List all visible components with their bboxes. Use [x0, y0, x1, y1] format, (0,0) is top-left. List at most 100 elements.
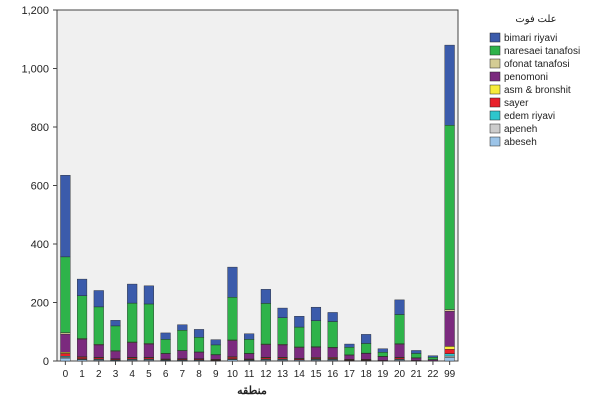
- bar-segment: [144, 344, 154, 357]
- bar-segment: [61, 175, 71, 257]
- bar-segment: [294, 316, 304, 327]
- bar-segment: [228, 297, 238, 340]
- x-tick-label: 11: [244, 369, 255, 380]
- bar-segment: [111, 326, 121, 351]
- bar-segment: [345, 347, 355, 355]
- legend-label: asm & bronshit: [504, 85, 571, 96]
- bar-segment: [445, 357, 455, 361]
- legend-swatch: [490, 98, 500, 107]
- legend-label: edem riyavi: [504, 111, 555, 122]
- x-tick-label: 13: [277, 369, 289, 380]
- y-tick-label: 800: [31, 122, 49, 134]
- x-tick-label: 0: [63, 369, 69, 380]
- legend-item: apeneh: [490, 124, 537, 135]
- bar-segment: [94, 291, 104, 307]
- y-tick-label: 200: [31, 298, 49, 310]
- legend-swatch: [490, 85, 500, 94]
- bar-segment: [278, 318, 288, 345]
- bar-segment: [445, 354, 455, 356]
- bar-segment: [445, 310, 455, 312]
- bar-stack-7: [177, 325, 187, 361]
- bar-segment: [228, 357, 238, 358]
- bar-segment: [361, 353, 371, 359]
- bar-segment: [211, 340, 221, 345]
- bar-segment: [378, 357, 388, 361]
- legend-label: ofonat tanafosi: [504, 59, 570, 70]
- legend-swatch: [490, 137, 500, 146]
- bar-segment: [127, 303, 137, 342]
- legend-item: penomoni: [490, 72, 548, 83]
- bar-segment: [361, 343, 371, 353]
- y-tick-label: 1,200: [21, 5, 49, 17]
- bar-segment: [294, 327, 304, 347]
- y-tick-label: 1,000: [21, 64, 49, 76]
- bar-segment: [244, 334, 254, 340]
- x-tick-label: 8: [196, 369, 202, 380]
- bar-segment: [378, 352, 388, 356]
- bar-segment: [194, 337, 204, 352]
- bar-stack-20: [395, 300, 405, 361]
- bar-segment: [144, 286, 154, 304]
- bar-segment: [345, 344, 355, 347]
- x-tick-label: 5: [146, 369, 152, 380]
- bar-segment: [61, 257, 71, 333]
- bar-segment: [428, 356, 438, 357]
- legend-label: apeneh: [504, 124, 537, 135]
- x-tick-label: 9: [213, 369, 219, 380]
- bar-segment: [211, 355, 221, 359]
- bar-stack-5: [144, 286, 154, 361]
- bar-segment: [345, 355, 355, 359]
- x-axis-title: منطقه: [237, 385, 267, 397]
- bar-segment: [311, 347, 321, 357]
- legend-label: bimari riyavi: [504, 33, 557, 44]
- bar-segment: [61, 334, 71, 352]
- legend-item: sayer: [490, 98, 529, 109]
- bar-segment: [445, 356, 455, 357]
- bar-segment: [194, 329, 204, 337]
- bar-segment: [395, 314, 405, 343]
- bar-stack-21: [411, 350, 421, 361]
- bar-segment: [278, 308, 288, 318]
- bar-segment: [428, 357, 438, 359]
- bar-segment: [395, 344, 405, 357]
- bar-segment: [94, 307, 104, 344]
- legend-label: abeseh: [504, 137, 537, 148]
- bar-segment: [161, 354, 171, 359]
- legend-item: bimari riyavi: [490, 33, 557, 44]
- bar-segment: [177, 330, 187, 350]
- bar-stack-13: [278, 308, 288, 361]
- bar-segment: [411, 358, 421, 360]
- bar-segment: [261, 303, 271, 344]
- bar-stack-18: [361, 334, 371, 361]
- bar-segment: [111, 320, 121, 326]
- bar-stack-0: [61, 175, 71, 361]
- bar-segment: [445, 311, 455, 346]
- bar-segment: [311, 307, 321, 320]
- bar-stack-15: [311, 307, 321, 361]
- bar-segment: [61, 353, 71, 356]
- legend-swatch: [490, 72, 500, 81]
- bar-segment: [278, 345, 288, 357]
- bar-segment: [328, 312, 338, 321]
- bar-segment: [395, 300, 405, 315]
- bar-segment: [77, 357, 87, 358]
- bar-stack-8: [194, 329, 204, 361]
- bar-segment: [111, 351, 121, 358]
- x-tick-label: 19: [377, 369, 389, 380]
- x-tick-label: 2: [96, 369, 102, 380]
- bar-segment: [61, 358, 71, 361]
- bar-stack-22: [428, 356, 438, 361]
- x-tick-label: 12: [260, 369, 272, 380]
- bar-segment: [127, 284, 137, 303]
- bar-stack-17: [345, 344, 355, 361]
- x-tick-label: 14: [294, 369, 306, 380]
- bar-segment: [445, 45, 455, 125]
- bar-segment: [445, 349, 455, 353]
- bar-stack-16: [328, 312, 338, 361]
- x-tick-label: 99: [444, 369, 456, 380]
- bar-segment: [161, 333, 171, 339]
- x-tick-label: 15: [310, 369, 322, 380]
- bar-segment: [445, 346, 455, 349]
